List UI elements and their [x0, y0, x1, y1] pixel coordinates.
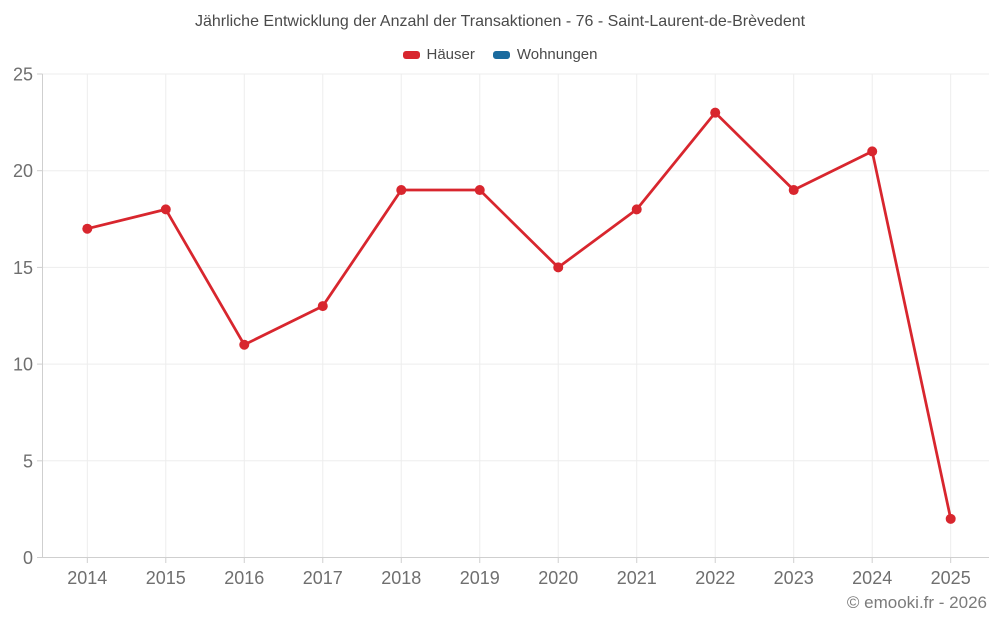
legend-label-wohnungen: Wohnungen — [516, 46, 598, 63]
x-axis-label: 2025 — [931, 568, 971, 588]
x-axis-label: 2023 — [774, 568, 814, 588]
y-axis-label: 10 — [13, 355, 33, 375]
chart-title: Jährliche Entwicklung der Anzahl der Tra… — [194, 13, 806, 30]
x-axis-label: 2017 — [303, 568, 343, 588]
data-point — [945, 513, 956, 524]
data-point — [160, 204, 171, 215]
x-axis-label: 2020 — [538, 568, 578, 588]
data-point — [239, 339, 250, 350]
x-axis-label: 2018 — [381, 568, 421, 588]
x-axis-label: 2015 — [146, 568, 186, 588]
y-axis-label: 0 — [23, 548, 33, 568]
legend-item-haeuser[interactable]: Häuser — [402, 46, 475, 63]
haeuser-series-swatch-icon — [402, 50, 420, 59]
series-line-0 — [85, 111, 953, 521]
x-axis-label: 2024 — [852, 568, 892, 588]
legend: Häuser Wohnungen — [0, 46, 1000, 63]
data-point — [82, 223, 93, 234]
x-axis-label: 2016 — [224, 568, 264, 588]
x-axis-label: 2021 — [617, 568, 657, 588]
x-axis-label: 2019 — [460, 568, 500, 588]
data-point — [867, 146, 878, 157]
data-point — [474, 185, 485, 196]
legend-label-haeuser: Häuser — [426, 46, 475, 63]
data-point — [396, 185, 407, 196]
y-axis-label: 25 — [13, 65, 33, 85]
data-point — [788, 185, 799, 196]
data-point — [631, 204, 642, 215]
legend-item-wohnungen[interactable]: Wohnungen — [492, 46, 598, 63]
copyright-text: © emooki.fr - 2026 — [846, 593, 987, 612]
y-axis-label: 15 — [13, 258, 33, 278]
y-axis-label: 5 — [23, 451, 33, 471]
wohnungen-series-swatch-icon — [492, 50, 510, 59]
y-axis-label: 20 — [13, 161, 33, 181]
x-axis-label: 2022 — [695, 568, 735, 588]
data-point — [710, 107, 721, 118]
x-axis-label: 2014 — [67, 568, 107, 588]
data-point — [317, 301, 328, 312]
data-point — [553, 262, 564, 273]
